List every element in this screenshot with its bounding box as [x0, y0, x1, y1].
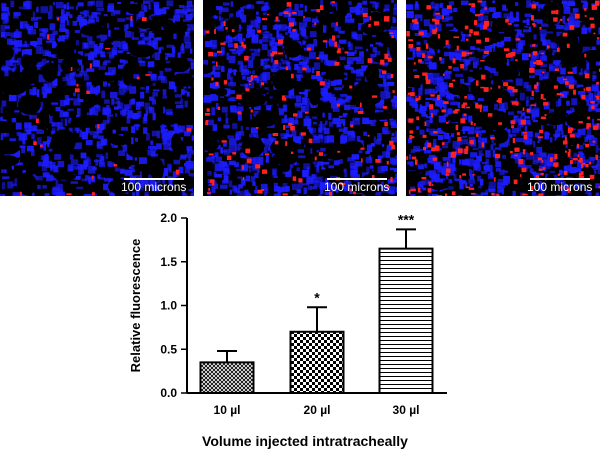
- scale-bar: [327, 178, 387, 180]
- bar-1: [199, 361, 255, 394]
- micrograph-20ul: 100 microns: [203, 0, 397, 196]
- bar-2: [289, 330, 345, 394]
- y-tick-label: 1.5: [160, 255, 177, 269]
- significance-label: ***: [398, 211, 415, 227]
- micrograph-10ul: 100 microns: [0, 0, 194, 196]
- micrograph-image: [0, 0, 194, 196]
- micrograph-row: 100 microns 100 microns 100 microns: [0, 0, 600, 196]
- y-tick-label: 0.0: [160, 386, 177, 400]
- bar-3: [378, 247, 434, 394]
- x-axis-label: Volume injected intratracheally: [202, 433, 408, 449]
- x-tick-label: 10 µl: [214, 403, 241, 417]
- scale-bar: [530, 178, 590, 180]
- scale-label: 100 microns: [121, 180, 187, 194]
- micrograph-image: [406, 0, 600, 196]
- significance-label: *: [314, 289, 320, 305]
- y-axis-label: Relative fluorescence: [128, 239, 143, 373]
- x-tick-label: 20 µl: [304, 403, 331, 417]
- y-tick-label: 1.0: [160, 299, 177, 313]
- scale-label: 100 microns: [527, 180, 593, 194]
- scale-bar: [124, 178, 184, 180]
- y-tick-label: 2.0: [160, 211, 177, 225]
- bar-chart: 0.0 0.5 1.0 1.5 2.0 Relative fluorescence 10 µ…: [128, 211, 447, 449]
- micrograph-30ul: 100 microns: [406, 0, 600, 196]
- scale-label: 100 microns: [324, 180, 390, 194]
- x-tick-label: 30 µl: [393, 403, 420, 417]
- micrograph-image: [203, 0, 397, 196]
- y-tick-label: 0.5: [160, 342, 177, 356]
